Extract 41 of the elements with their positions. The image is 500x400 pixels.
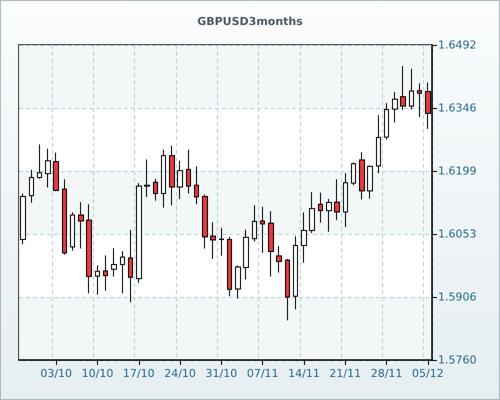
candlestick [318, 192, 323, 224]
y-tick-label: 1.6053 [438, 228, 476, 240]
candlestick [400, 66, 406, 110]
candlestick [103, 254, 108, 292]
y-tick-label: 1.6492 [438, 38, 476, 52]
x-tick-label: 05/12 [412, 367, 444, 380]
x-tick-label: 17/10 [122, 367, 155, 380]
candlestick [260, 206, 265, 254]
candlestick [268, 210, 274, 278]
y-tick-label: 1.6346 [438, 102, 476, 114]
candlestick [202, 194, 208, 250]
candlestick [53, 152, 59, 192]
candlestick [334, 178, 340, 221]
y-tick-label: 1.5760 [438, 354, 476, 366]
candlestick [194, 166, 199, 205]
candlestick [285, 258, 290, 321]
x-tick-label: 07/11 [246, 367, 279, 380]
chart-title: GBPUSD3months [197, 15, 304, 28]
x-tick-label: 28/11 [370, 367, 402, 380]
y-tick-label: 1.6199 [438, 164, 476, 178]
x-tick-label: 31/10 [206, 367, 238, 380]
candlestick [62, 178, 67, 256]
x-tick-label: 24/10 [164, 367, 196, 380]
x-tick-label: 10/10 [82, 367, 114, 380]
candlestick [359, 152, 365, 200]
candlestick [210, 222, 216, 260]
candlestick [78, 202, 84, 250]
candlestick [153, 178, 158, 202]
y-tick-label: 1.5906 [438, 290, 476, 304]
candlestick [417, 82, 422, 118]
candlestick [128, 230, 133, 303]
x-tick-label: 03/10 [40, 367, 72, 380]
candlestick [120, 250, 125, 294]
candlestick [186, 149, 191, 194]
x-tick-label: 14/11 [288, 367, 320, 380]
candlestick [169, 145, 175, 206]
x-tick-label: 21/11 [329, 367, 362, 380]
candlestick [86, 204, 92, 294]
candlestick [276, 245, 282, 274]
candlestick [227, 236, 232, 297]
candlestick [111, 248, 117, 278]
